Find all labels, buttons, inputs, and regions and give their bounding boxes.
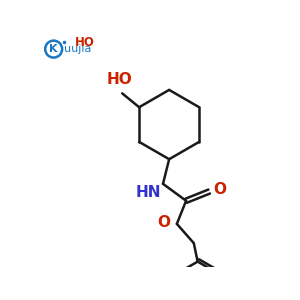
Text: O: O bbox=[213, 182, 226, 197]
Text: uujia: uujia bbox=[64, 44, 92, 54]
Text: K: K bbox=[50, 44, 58, 54]
Text: HO: HO bbox=[107, 72, 133, 87]
Text: HN: HN bbox=[135, 184, 161, 200]
Text: HO: HO bbox=[74, 36, 94, 49]
Text: O: O bbox=[158, 215, 171, 230]
